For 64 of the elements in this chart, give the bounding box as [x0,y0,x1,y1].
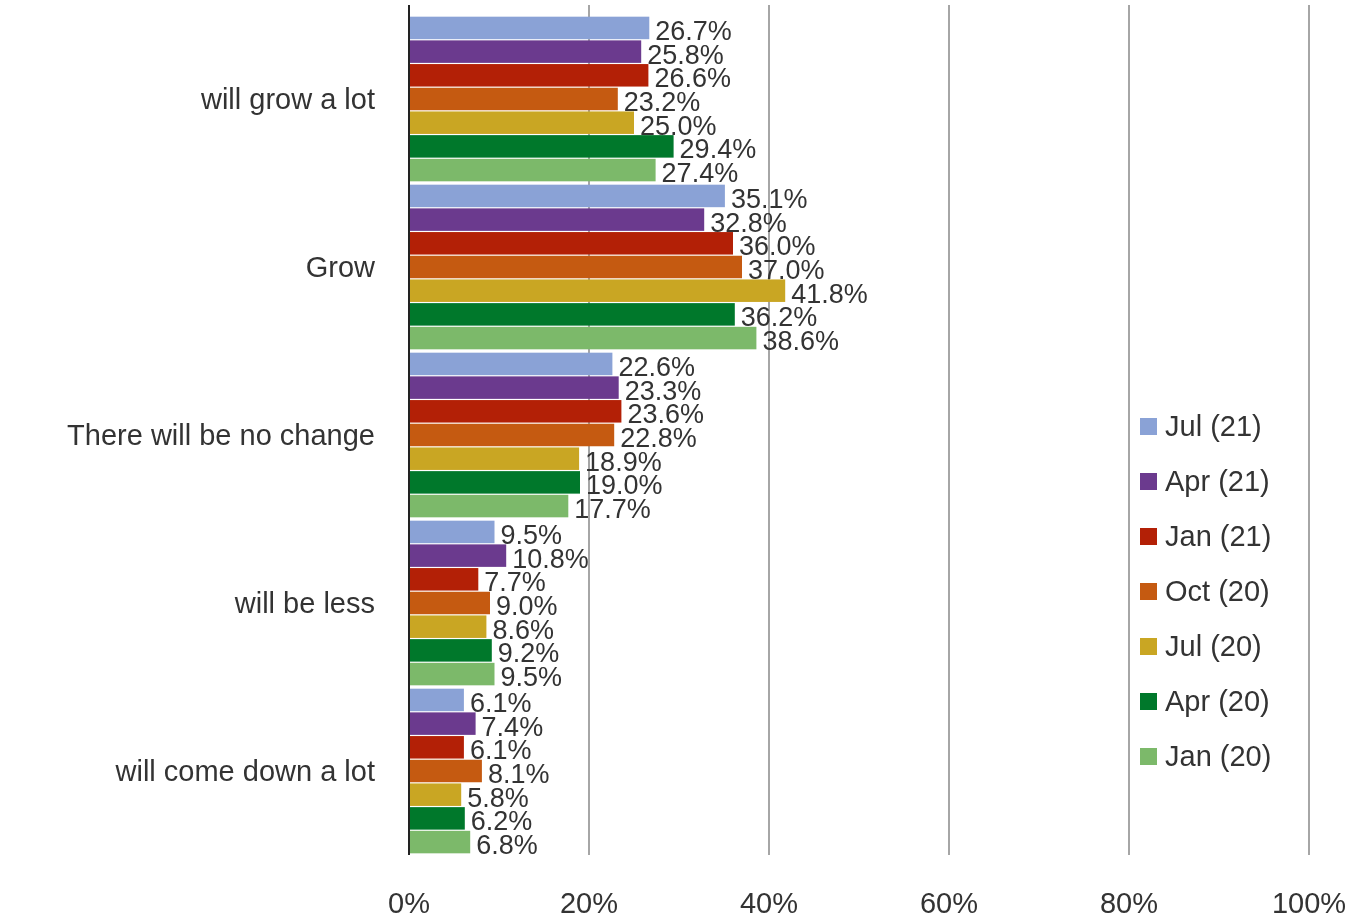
bar [409,400,622,423]
bar [409,135,674,158]
bar [409,255,742,279]
bar [409,279,786,302]
data-label: 22.8% [620,423,697,453]
legend-label: Jan (21) [1165,520,1272,552]
bar [409,471,580,494]
data-label: 9.5% [500,519,563,550]
bar [409,40,642,63]
bar [409,423,615,447]
bar [409,326,757,350]
bar [409,639,492,662]
x-tick-label: 60% [919,887,979,919]
legend-label: Jul (21) [1165,410,1262,442]
bar [409,688,464,712]
bar [409,303,735,326]
bar [409,615,487,638]
bar [409,158,656,182]
data-label: 22.6% [618,351,695,382]
data-label: 8.1% [487,759,550,789]
x-tick-label: 40% [739,887,799,919]
y-tick-label: will grow a lot [199,83,375,115]
bar [409,184,725,208]
bar [409,830,471,854]
data-label: 9.0% [496,591,558,621]
legend-label: Oct (20) [1165,575,1270,607]
x-tick-label: 100% [1271,887,1347,919]
y-tick-label: Grow [305,251,377,283]
bar [409,494,569,518]
bar [409,736,464,759]
bar [409,712,476,735]
data-label: 38.6% [762,326,839,357]
legend-label: Apr (20) [1165,685,1270,717]
bar [409,16,650,40]
y-tick-label: will come down a lot [114,755,375,787]
bar [409,352,613,376]
bar [409,520,495,544]
bar [409,759,482,783]
data-label: 37.0% [748,255,825,285]
bar [409,376,619,399]
x-tick-label: 20% [559,887,619,919]
bar [409,111,634,134]
bar [409,208,705,231]
bar [409,87,618,111]
y-tick-label: There will be no change [67,419,375,451]
y-tick-label: will be less [233,587,375,619]
x-tick-label: 0% [388,887,430,919]
bar [409,447,580,470]
legend-label: Apr (21) [1165,465,1270,497]
x-tick-label: 80% [1099,887,1159,919]
legend-label: Jul (20) [1165,630,1262,662]
bar [409,783,462,806]
bar [409,544,507,567]
data-label: 23.2% [623,87,701,117]
data-label: 26.7% [655,15,732,46]
bar [409,591,490,615]
bar [409,807,465,830]
legend-label: Jan (20) [1165,740,1272,772]
data-label: 17.7% [574,494,651,525]
bar [409,568,479,591]
bar [409,232,733,255]
bar [409,662,495,686]
data-label: 6.8% [476,830,538,861]
bar [409,64,649,87]
